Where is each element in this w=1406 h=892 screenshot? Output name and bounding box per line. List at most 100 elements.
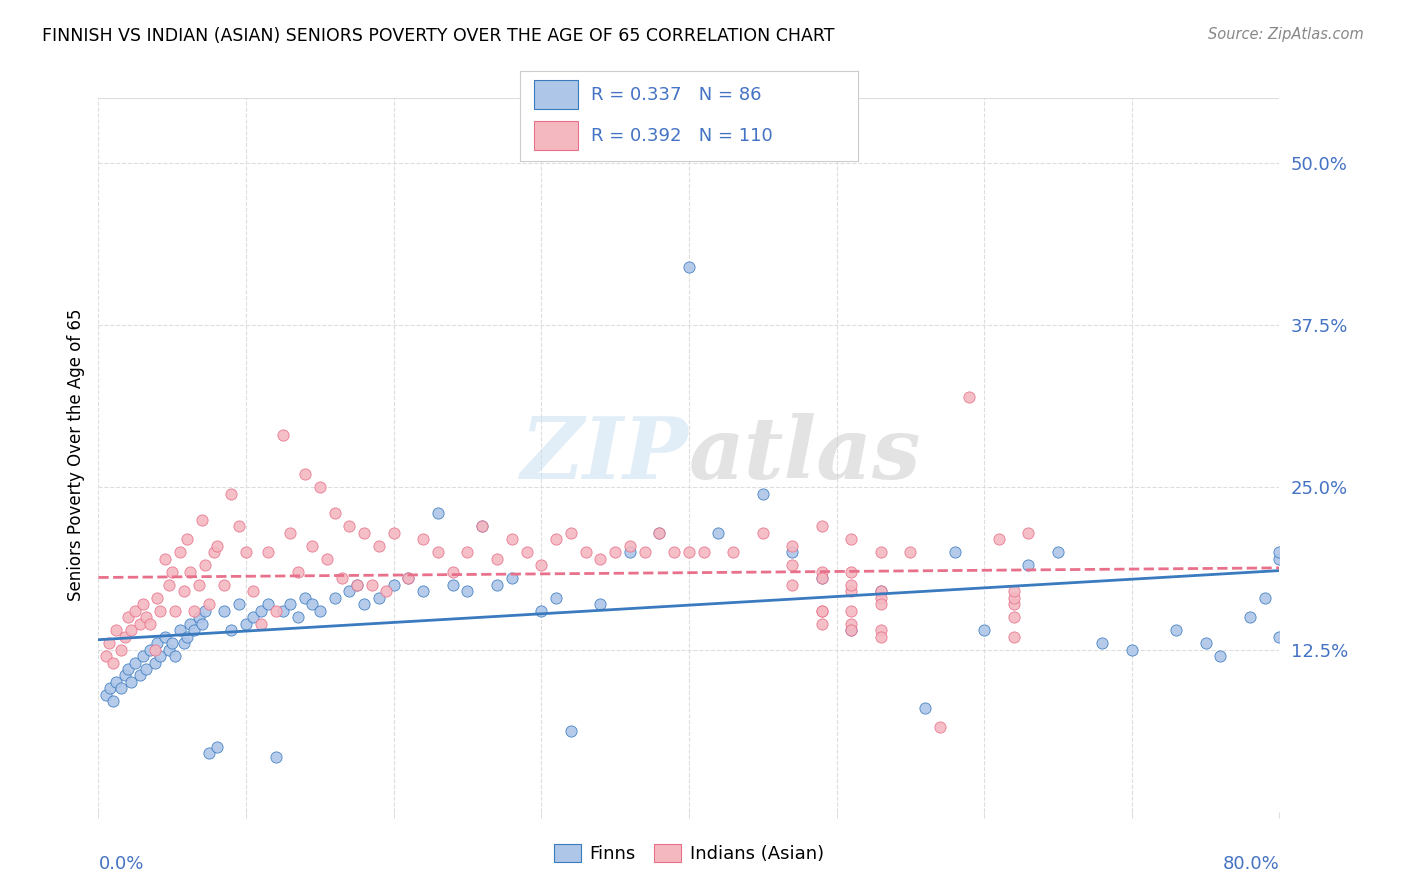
Point <box>94 688 117 702</box>
Point <box>501 533 523 547</box>
Point <box>515 545 537 559</box>
Point <box>278 525 302 540</box>
Point <box>219 623 242 637</box>
Point <box>1002 591 1025 605</box>
Point <box>839 577 862 591</box>
Point <box>278 597 302 611</box>
Point <box>456 584 478 599</box>
Point <box>242 610 264 624</box>
Y-axis label: Seniors Poverty Over the Age of 65: Seniors Poverty Over the Age of 65 <box>66 309 84 601</box>
Point <box>782 558 804 573</box>
Point <box>619 545 641 559</box>
Point <box>544 591 567 605</box>
Point <box>501 571 523 585</box>
Point <box>110 681 132 696</box>
Point <box>619 539 641 553</box>
Point <box>146 636 169 650</box>
Point <box>143 656 166 670</box>
Point <box>375 584 398 599</box>
Point <box>839 565 862 579</box>
Point <box>456 545 478 559</box>
Point <box>782 539 804 553</box>
Text: R = 0.337   N = 86: R = 0.337 N = 86 <box>591 86 762 103</box>
Point <box>103 694 125 708</box>
Point <box>839 623 862 637</box>
Point <box>973 623 995 637</box>
Point <box>165 604 187 618</box>
Point <box>707 525 730 540</box>
Point <box>1268 551 1291 566</box>
Point <box>678 545 700 559</box>
Point <box>574 545 596 559</box>
Point <box>120 623 142 637</box>
Point <box>869 597 891 611</box>
Point <box>346 577 368 591</box>
Point <box>264 604 287 618</box>
Point <box>212 604 235 618</box>
Point <box>959 390 981 404</box>
Point <box>173 636 195 650</box>
Text: 0.0%: 0.0% <box>98 855 143 872</box>
Point <box>869 584 891 599</box>
Text: ZIP: ZIP <box>522 413 689 497</box>
Point <box>169 623 191 637</box>
Point <box>157 577 180 591</box>
Point <box>257 545 280 559</box>
Point <box>212 577 235 591</box>
Point <box>205 739 228 754</box>
Point <box>228 519 250 533</box>
Point <box>810 571 832 585</box>
Point <box>1164 623 1187 637</box>
Point <box>839 533 862 547</box>
Point <box>928 720 950 734</box>
Point <box>412 584 434 599</box>
Text: R = 0.392   N = 110: R = 0.392 N = 110 <box>591 127 773 145</box>
Point <box>782 577 804 591</box>
Point <box>427 545 450 559</box>
Point <box>205 539 228 553</box>
Point <box>839 616 862 631</box>
Point <box>721 545 744 559</box>
Point <box>149 604 172 618</box>
Point <box>235 616 257 631</box>
Point <box>839 604 862 618</box>
Point <box>165 648 187 663</box>
Point <box>316 551 339 566</box>
Point <box>441 577 464 591</box>
Point <box>287 565 309 579</box>
Point <box>287 610 309 624</box>
Point <box>323 506 346 520</box>
Point <box>486 577 509 591</box>
Point <box>219 487 242 501</box>
Point <box>153 551 176 566</box>
Point <box>486 551 509 566</box>
Point <box>678 260 700 274</box>
Point <box>135 662 157 676</box>
Point <box>169 545 191 559</box>
Point <box>162 565 183 579</box>
Point <box>427 506 450 520</box>
Point <box>117 610 139 624</box>
Point <box>337 584 360 599</box>
Point <box>191 513 214 527</box>
Point <box>839 623 862 637</box>
FancyBboxPatch shape <box>534 80 578 109</box>
Point <box>124 656 146 670</box>
Point <box>648 525 671 540</box>
Point <box>323 591 346 605</box>
Point <box>128 616 150 631</box>
Point <box>782 545 804 559</box>
Point <box>471 519 494 533</box>
Point <box>187 577 209 591</box>
Point <box>560 525 582 540</box>
Point <box>648 525 671 540</box>
Point <box>309 604 332 618</box>
Point <box>294 467 316 482</box>
Point <box>294 591 316 605</box>
Legend: Finns, Indians (Asian): Finns, Indians (Asian) <box>547 837 831 871</box>
Text: Source: ZipAtlas.com: Source: ZipAtlas.com <box>1208 27 1364 42</box>
Point <box>1254 591 1277 605</box>
Point <box>191 616 214 631</box>
Point <box>94 648 117 663</box>
Point <box>309 480 332 494</box>
